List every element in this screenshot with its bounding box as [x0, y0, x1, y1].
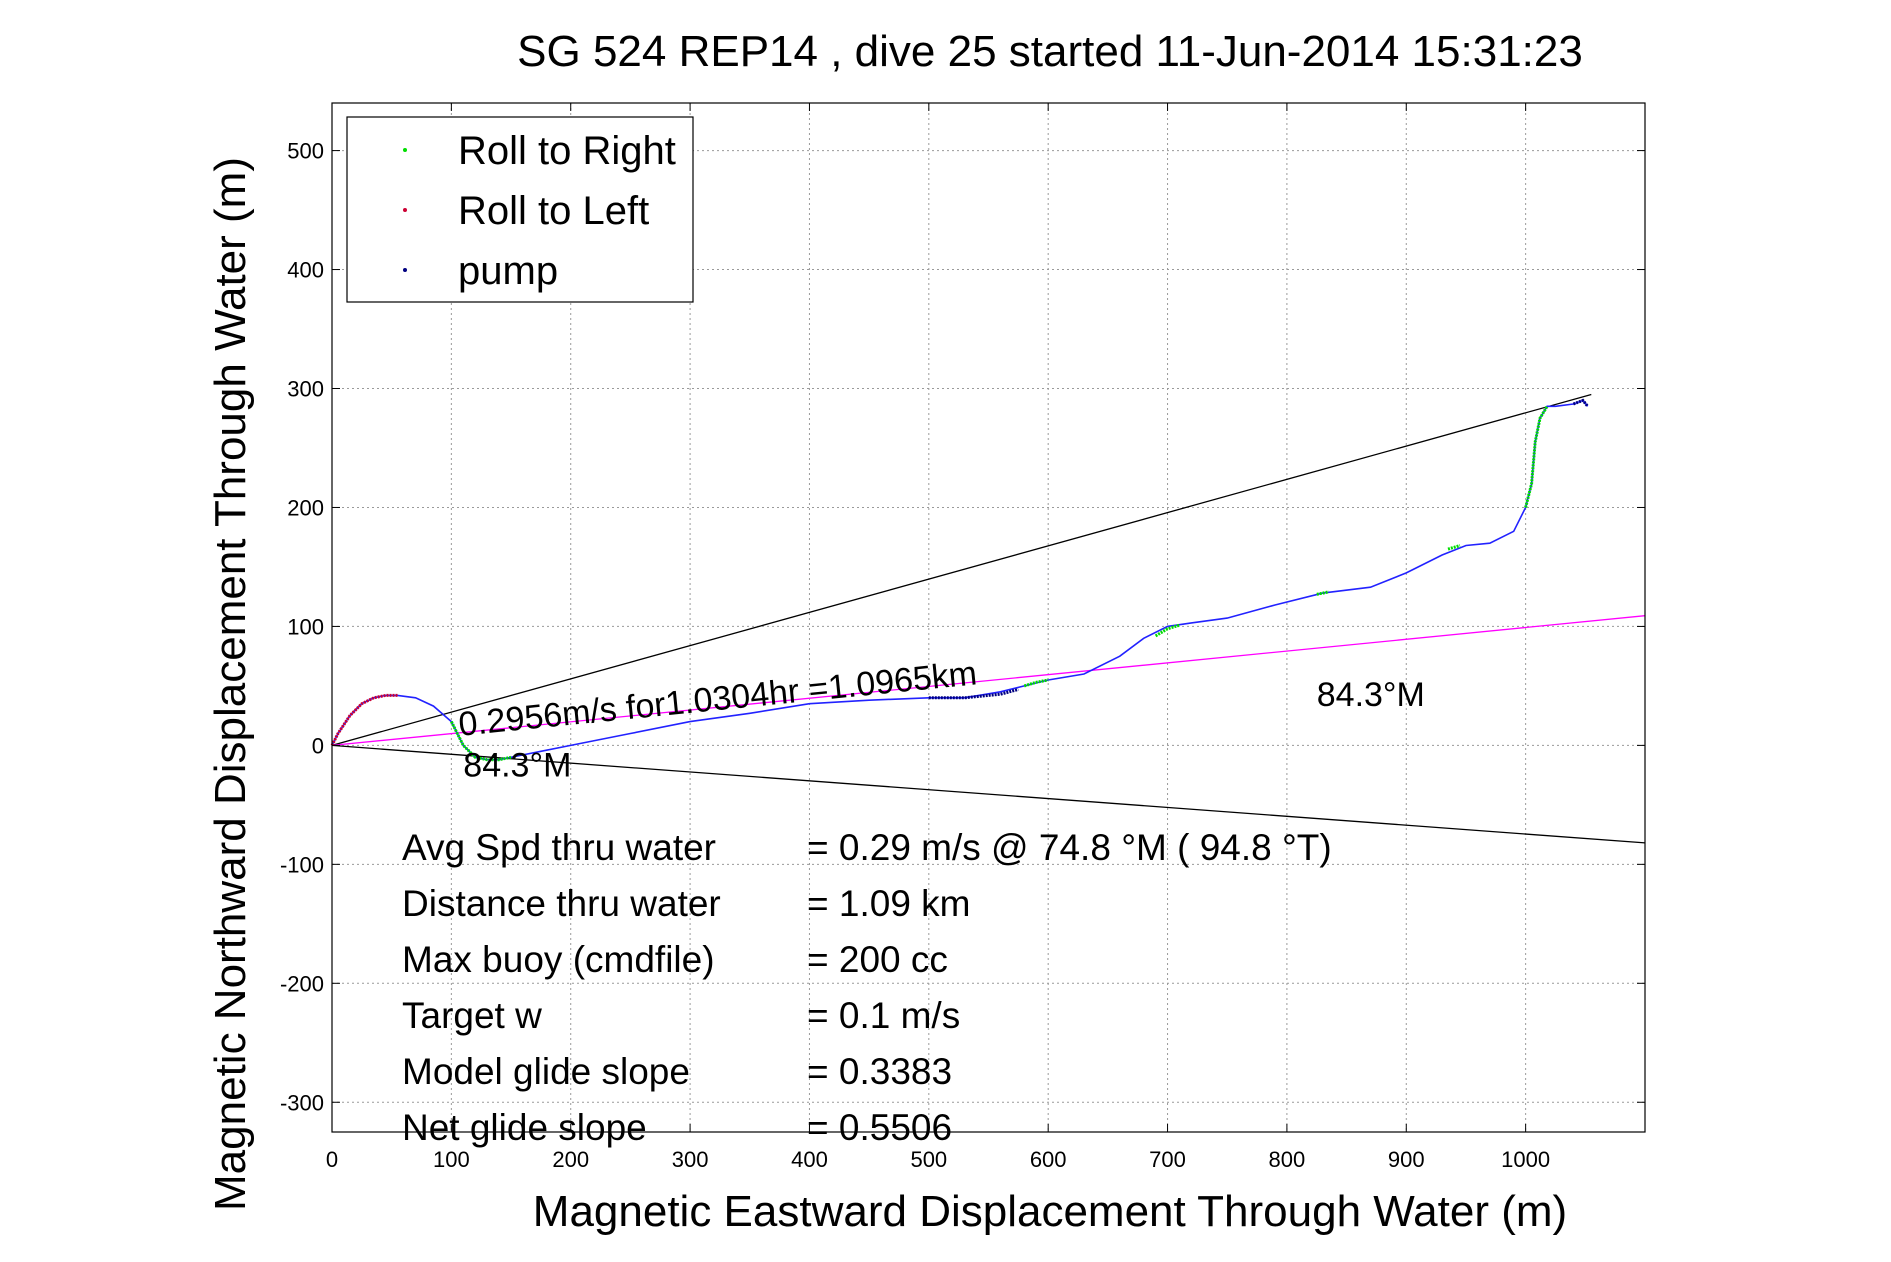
legend-marker	[403, 148, 407, 152]
x-tick-label: 0	[326, 1147, 338, 1172]
y-tick-label: 100	[287, 614, 324, 639]
plot-frame	[331, 102, 1646, 1133]
stat-label: Max buoy (cmdfile)	[402, 939, 715, 980]
roll-right-series	[450, 720, 512, 762]
stats-table: Avg Spd thru water = 0.29 m/s @ 74.8 °M (…	[402, 827, 1332, 1148]
x-tick-label: 600	[1030, 1147, 1067, 1172]
stat-label: Distance thru water	[402, 883, 721, 924]
stat-value: = 1.09 km	[807, 883, 971, 924]
pump-series	[928, 688, 1019, 700]
series	[330, 398, 1589, 762]
stat-value: = 0.3383	[807, 1051, 952, 1092]
x-tick-label: 700	[1149, 1147, 1186, 1172]
y-tick-label: -300	[280, 1090, 324, 1115]
y-axis-label: Magnetic Northward Displacement Through …	[206, 157, 255, 1211]
heading-line	[331, 615, 1646, 747]
stat-label: Target w	[402, 995, 542, 1036]
stat-value: = 0.5506	[807, 1107, 952, 1148]
roll-right-series	[1023, 678, 1049, 688]
y-tick-label: 200	[287, 495, 324, 520]
y-tick-label: 300	[287, 377, 324, 402]
pump-series	[1572, 398, 1589, 408]
x-tick-label: 500	[910, 1147, 947, 1172]
stat-label: Net glide slope	[402, 1107, 647, 1148]
legend-label: pump	[458, 249, 558, 293]
x-tick-label: 200	[552, 1147, 589, 1172]
roll-right-series	[1447, 544, 1461, 551]
tick-labels: 0 100 200 300 400 500 600 700 800 900 1000-300-200…	[280, 139, 1550, 1172]
x-tick-label: 100	[433, 1147, 470, 1172]
speed-annotation: 0.2956m/s for1.0304hr =1.0965km	[457, 654, 979, 744]
y-tick-label: 0	[312, 733, 324, 758]
x-tick-label: 900	[1388, 1147, 1425, 1172]
upper-bound-line	[331, 393, 1592, 747]
x-axis-label: Magnetic Eastward Displacement Through W…	[533, 1187, 1567, 1236]
y-tick-label: -200	[280, 971, 324, 996]
y-tick-label: 400	[287, 258, 324, 283]
roll-right-series	[1316, 590, 1329, 596]
stat-value: = 0.1 m/s	[807, 995, 960, 1036]
x-tick-label: 300	[672, 1147, 709, 1172]
reference-lines	[331, 393, 1646, 844]
legend-label: Roll to Left	[458, 189, 649, 233]
y-tick-label: -100	[280, 852, 324, 877]
legend-marker	[403, 268, 407, 272]
y-tick-label: 500	[287, 139, 324, 164]
stat-value: = 200 cc	[807, 939, 948, 980]
x-tick-label: 1000	[1501, 1147, 1550, 1172]
stat-value: = 0.29 m/s @ 74.8 °M ( 94.8 °T)	[807, 827, 1332, 868]
roll-right-series	[1524, 405, 1549, 508]
heading-annotation-right: 84.3°M	[1317, 676, 1425, 714]
track-line	[331, 399, 1589, 761]
stat-label: Avg Spd thru water	[402, 827, 716, 868]
x-tick-label: 400	[791, 1147, 828, 1172]
lower-bound-line	[331, 744, 1646, 844]
chart-title: SG 524 REP14 , dive 25 started 11-Jun-20…	[517, 27, 1583, 76]
roll-right-series	[1154, 623, 1180, 638]
legend-marker	[403, 208, 407, 212]
heading-annotation-left: 84.3°M	[463, 746, 571, 784]
roll-left-series	[330, 693, 398, 747]
legend: Roll to Right Roll to Left pump	[346, 116, 694, 303]
x-tick-label: 800	[1269, 1147, 1306, 1172]
legend-label: Roll to Right	[458, 129, 676, 173]
stat-label: Model glide slope	[402, 1051, 690, 1092]
axes	[331, 102, 1646, 1133]
